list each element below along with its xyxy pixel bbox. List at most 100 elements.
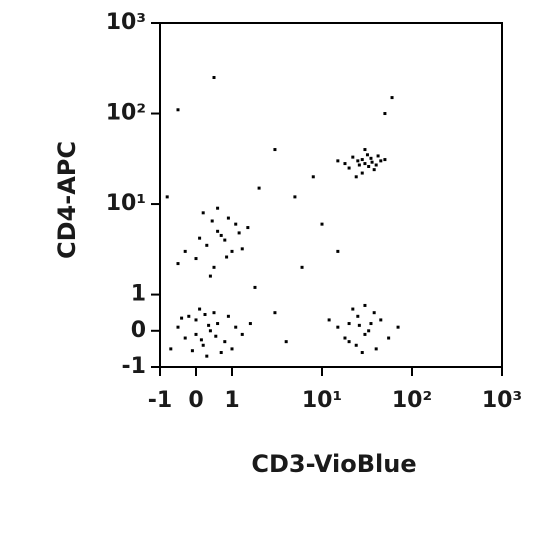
x-axis-title: CD3-VioBlue xyxy=(251,450,416,478)
event-dot xyxy=(223,238,227,242)
event-dot xyxy=(374,163,378,167)
event-dot xyxy=(363,162,367,166)
event-dot xyxy=(372,311,376,315)
event-dot xyxy=(183,249,187,253)
event-dot xyxy=(183,336,187,340)
event-dot xyxy=(240,247,244,251)
event-dot xyxy=(273,311,277,315)
event-dot xyxy=(376,154,380,158)
event-dot xyxy=(194,257,198,261)
y-tick-label: 1 xyxy=(131,282,146,307)
event-dot xyxy=(203,312,207,316)
event-dot xyxy=(176,325,180,329)
event-dot xyxy=(343,336,347,340)
event-dot xyxy=(374,347,378,351)
event-dot xyxy=(351,155,355,159)
event-dot xyxy=(351,307,355,311)
event-dot xyxy=(201,343,205,347)
event-dot xyxy=(336,249,340,253)
event-dot xyxy=(372,168,376,172)
y-axis-title: CD4-APC xyxy=(53,141,81,259)
event-dot xyxy=(225,255,229,259)
event-dot xyxy=(347,322,351,326)
event-dot xyxy=(187,314,191,318)
event-dot xyxy=(234,222,238,226)
event-dot xyxy=(212,76,216,80)
event-dot xyxy=(363,332,367,336)
event-dot xyxy=(284,340,288,344)
event-dot xyxy=(363,148,367,152)
event-dot xyxy=(365,153,369,157)
event-dot xyxy=(356,159,360,163)
event-dot xyxy=(336,325,340,329)
event-dot xyxy=(219,351,223,355)
event-dot xyxy=(194,318,198,322)
event-dot xyxy=(300,265,304,269)
event-dot xyxy=(237,231,241,235)
event-dot xyxy=(219,233,223,237)
event-dot xyxy=(370,160,374,164)
event-dot xyxy=(273,148,277,152)
event-dot xyxy=(311,175,315,179)
event-dot xyxy=(199,338,203,342)
event-dot xyxy=(212,311,216,315)
event-dot xyxy=(379,159,383,163)
event-dot xyxy=(234,325,238,329)
event-dot xyxy=(226,314,230,318)
event-dot xyxy=(343,162,347,166)
x-tick-label: -1 xyxy=(148,388,172,413)
event-dot xyxy=(212,265,216,269)
event-dot xyxy=(226,216,230,220)
event-dot xyxy=(216,229,220,233)
event-dot xyxy=(360,351,364,355)
y-tick-label: 0 xyxy=(131,318,146,343)
event-dot xyxy=(347,340,351,344)
event-dot xyxy=(230,249,234,253)
event-dot xyxy=(194,332,198,336)
event-dot xyxy=(176,262,180,266)
event-dot xyxy=(357,163,361,167)
event-dot xyxy=(369,156,373,160)
event-dot xyxy=(208,329,212,333)
event-dot xyxy=(190,349,194,353)
event-dot xyxy=(216,322,220,326)
event-dot xyxy=(387,336,391,340)
event-dot xyxy=(257,186,261,190)
event-dot xyxy=(367,164,371,168)
event-dot xyxy=(354,175,358,179)
event-dot xyxy=(390,96,394,100)
y-tick-label: 10² xyxy=(106,101,146,126)
event-dot xyxy=(320,222,324,226)
event-dot xyxy=(360,158,364,162)
y-tick-label: -1 xyxy=(122,354,146,379)
event-dot xyxy=(201,211,205,215)
x-tick-label: 1 xyxy=(224,388,239,413)
event-dot xyxy=(230,347,234,351)
event-dot xyxy=(205,243,209,247)
x-tick-label: 10³ xyxy=(482,388,522,413)
event-dot xyxy=(327,318,331,322)
event-dot xyxy=(253,285,257,289)
event-dot xyxy=(169,347,173,351)
event-dot xyxy=(223,340,227,344)
x-tick-label: 0 xyxy=(188,388,203,413)
event-dot xyxy=(396,325,400,329)
event-dot xyxy=(383,158,387,162)
event-dot xyxy=(198,307,202,311)
event-dot xyxy=(205,354,209,358)
y-tick-label: 10³ xyxy=(106,10,146,35)
event-dot xyxy=(176,108,180,112)
event-dot xyxy=(207,323,211,327)
x-tick-label: 10² xyxy=(392,388,432,413)
event-dot xyxy=(379,318,383,322)
event-dot xyxy=(208,274,212,278)
event-dot xyxy=(367,329,371,333)
event-dot xyxy=(357,323,361,327)
event-dot xyxy=(214,334,218,338)
event-dot xyxy=(248,322,252,326)
event-dot xyxy=(369,322,373,326)
event-dot xyxy=(354,343,358,347)
event-dot xyxy=(293,195,297,199)
event-dot xyxy=(216,206,220,210)
